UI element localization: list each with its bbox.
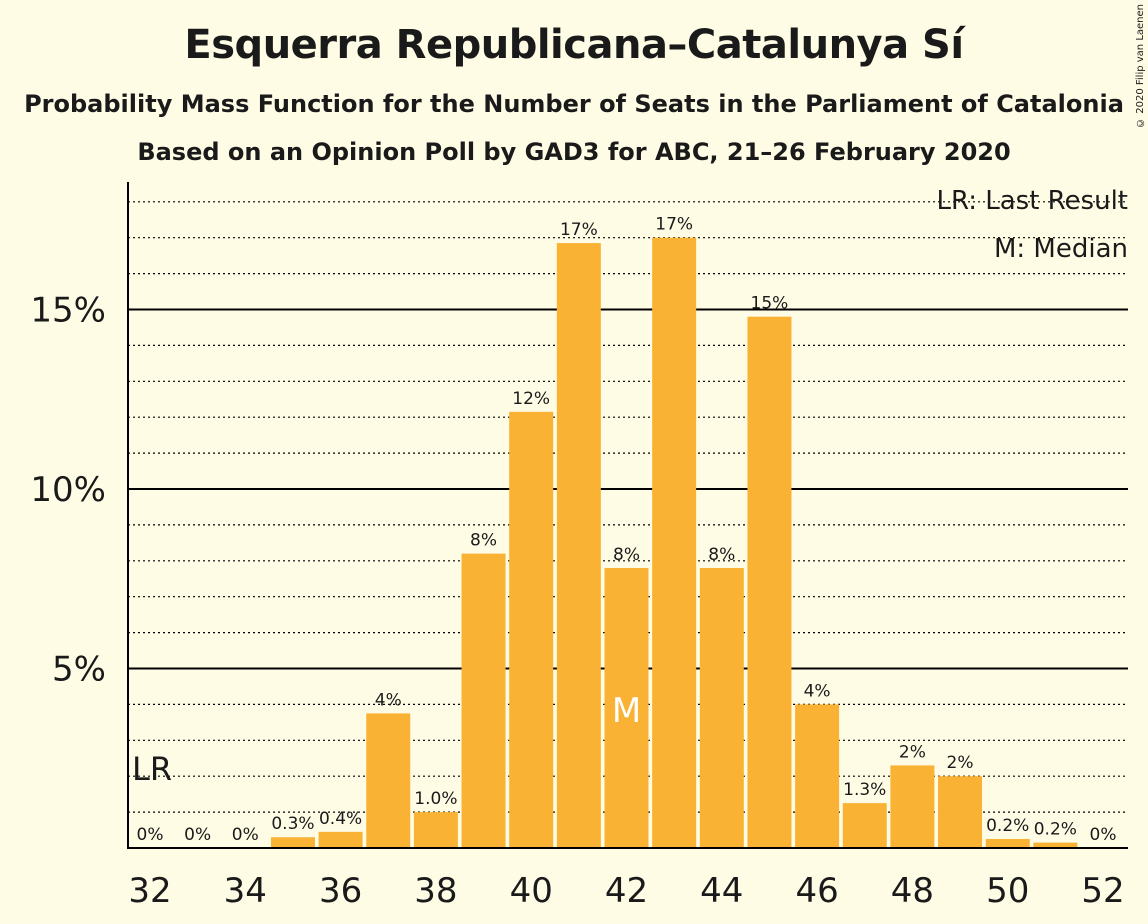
bar-label: 2% <box>899 742 926 762</box>
bar <box>556 243 601 848</box>
chart-source: Based on an Opinion Poll by GAD3 for ABC… <box>137 138 1011 166</box>
legend-last-result: LR: Last Result <box>936 186 1128 216</box>
bar-label: 1.3% <box>843 780 886 800</box>
bar-label: 0.3% <box>271 814 314 834</box>
bar-label: 17% <box>655 215 693 235</box>
bar <box>747 316 792 848</box>
bar-label: 17% <box>560 220 598 240</box>
x-tick-label: 44 <box>700 871 743 911</box>
x-tick-label: 42 <box>605 871 648 911</box>
x-tick-label: 50 <box>986 871 1029 911</box>
bar-label: 15% <box>751 294 789 314</box>
bar-label: 2% <box>947 753 974 773</box>
chart-subtitle: Probability Mass Function for the Number… <box>24 90 1124 118</box>
bar <box>413 812 458 848</box>
bar <box>461 553 506 848</box>
bar <box>842 803 887 848</box>
x-tick-label: 36 <box>319 871 362 911</box>
x-tick-label: 52 <box>1081 871 1124 911</box>
bar-label: 1.0% <box>414 789 457 809</box>
bar <box>652 237 697 848</box>
bar <box>890 765 935 848</box>
bar <box>366 713 411 848</box>
x-tick-label: 40 <box>510 871 553 911</box>
bar <box>699 567 744 848</box>
bar-label: 0.2% <box>986 816 1029 836</box>
x-axis-ticks: 32 34 36 38 40 42 44 46 48 50 52 <box>128 871 1124 911</box>
bar-label: 12% <box>512 389 550 409</box>
bar-label: 8% <box>470 531 497 551</box>
bar <box>509 411 554 848</box>
bar-label: 8% <box>708 545 735 565</box>
y-tick-label: 5% <box>52 650 106 690</box>
bar-label: 0.2% <box>1034 820 1077 840</box>
y-axis-ticks: 5% 10% 15% <box>30 291 106 690</box>
bar <box>1033 842 1078 848</box>
bar <box>318 831 363 848</box>
x-tick-label: 46 <box>795 871 838 911</box>
y-tick-label: 15% <box>30 291 106 331</box>
bar <box>985 839 1030 848</box>
y-tick-label: 10% <box>30 470 106 510</box>
bar-label: 0% <box>232 825 259 845</box>
chart-title: Esquerra Republicana–Catalunya Sí <box>184 22 964 68</box>
bar <box>795 704 840 848</box>
bar-label: 4% <box>804 681 831 701</box>
bar <box>938 776 983 848</box>
bar-label: 4% <box>375 690 402 710</box>
bar-label: 0% <box>137 825 164 845</box>
bars <box>270 237 1078 848</box>
median-marker: M <box>612 691 641 731</box>
bar-label: 0% <box>1090 825 1117 845</box>
bar-label: 8% <box>613 545 640 565</box>
x-tick-label: 32 <box>128 871 171 911</box>
bar <box>604 567 649 848</box>
legend-median: M: Median <box>994 234 1128 264</box>
x-tick-label: 34 <box>224 871 267 911</box>
x-tick-label: 38 <box>414 871 457 911</box>
bar-label: 0.4% <box>319 809 362 829</box>
bar <box>270 837 315 848</box>
bar-labels: 0% LR 0% 0% 0.3% 0.4% 4% 1.0% 8% 12% 17% 8% M 17% 8% 15… <box>132 215 1116 845</box>
last-result-marker: LR <box>132 750 172 788</box>
x-tick-label: 48 <box>891 871 934 911</box>
bar-label: 0% <box>184 825 211 845</box>
